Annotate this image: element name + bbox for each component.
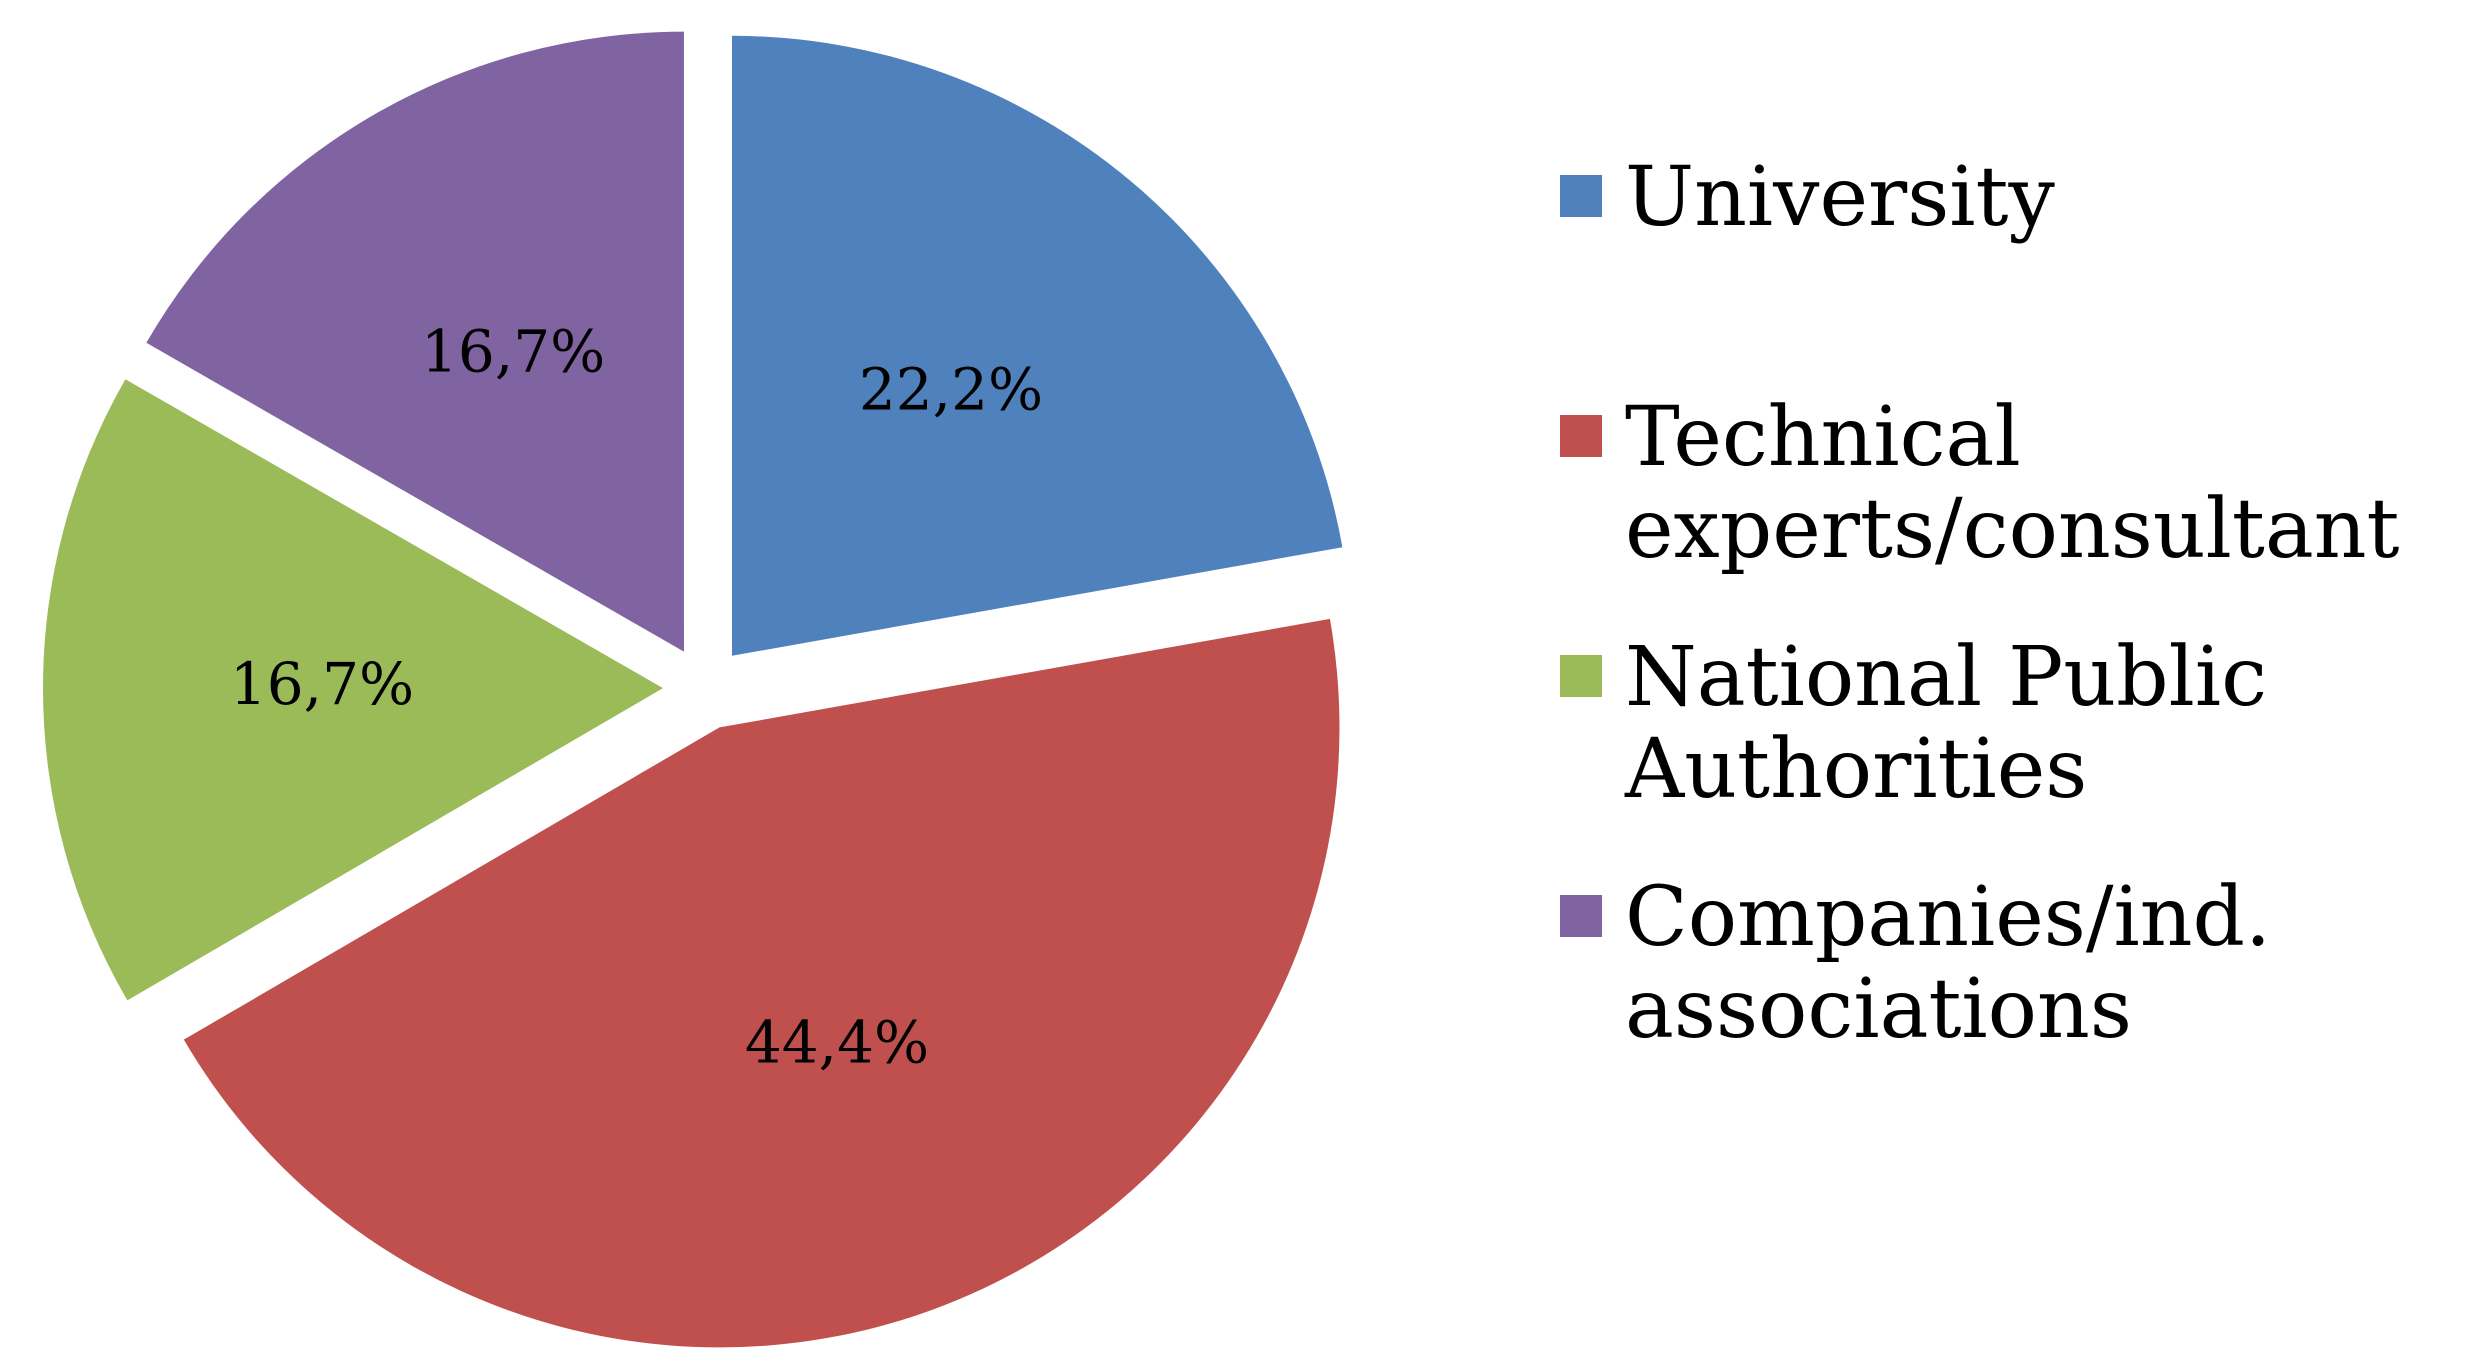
pie-data-labels: 22,2% 44,4% 16,7% 16,7% (230, 318, 1043, 1077)
data-label-technical-experts-consultant: 44,4% (745, 1009, 929, 1077)
legend-swatch (1560, 895, 1602, 937)
data-label-national-public-authorities: 16,7% (230, 650, 414, 718)
legend-item-university: University (1560, 150, 2055, 245)
legend-item-companies-ind-associations: Companies/ind. associations (1560, 870, 2271, 1057)
pie-slice-national-public-authorities (43, 379, 664, 1001)
pie-slice-technical-experts-consultant (183, 618, 1340, 1348)
legend-item-technical-experts-consultant: Technical experts/consultant (1560, 390, 2400, 577)
legend-swatch (1560, 655, 1602, 697)
legend-item-national-public-authorities: National Public Authorities (1560, 630, 2267, 817)
data-label-university: 22,2% (859, 355, 1043, 423)
legend-label: National Public Authorities (1624, 630, 2267, 817)
legend-swatch (1560, 415, 1602, 457)
data-label-companies-ind-associations: 16,7% (421, 318, 605, 386)
legend-label: Technical experts/consultant (1625, 390, 2400, 577)
legend-label: Companies/ind. associations (1625, 870, 2271, 1057)
legend-label: University (1625, 150, 2055, 245)
pie-slices (43, 31, 1343, 1348)
pie-slice-university (731, 35, 1343, 656)
legend: University Technical experts/consultant Nat… (1560, 150, 2400, 1057)
pie-slice-companies-ind-associations (146, 31, 684, 652)
legend-swatch (1560, 175, 1602, 217)
